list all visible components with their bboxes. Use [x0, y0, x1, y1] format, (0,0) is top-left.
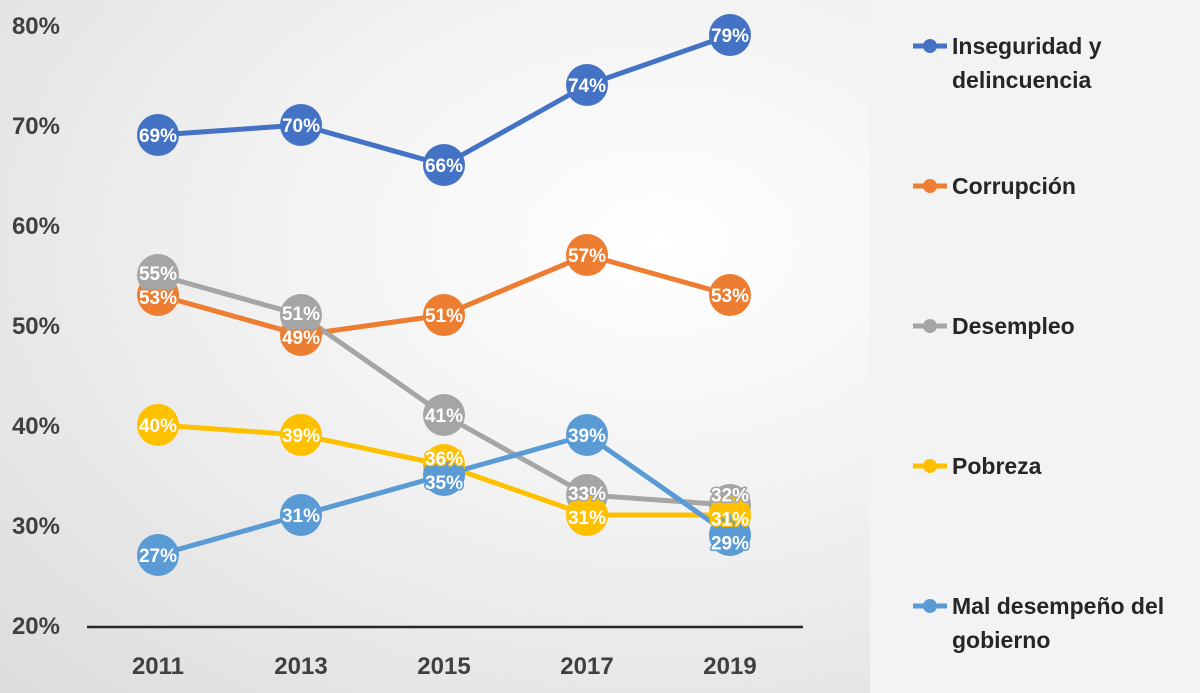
y-tick-label: 70% — [12, 113, 60, 140]
data-point-marker — [137, 114, 179, 156]
series-markers — [137, 14, 751, 576]
data-point-marker — [423, 144, 465, 186]
data-point-marker — [280, 294, 322, 336]
legend-label: Mal desempeño del — [952, 593, 1164, 619]
data-label: 31% — [711, 509, 749, 530]
legend-marker — [923, 179, 937, 193]
y-tick-label: 80% — [12, 13, 60, 40]
data-label: 33% — [568, 484, 606, 505]
data-label: 29% — [711, 533, 749, 554]
legend-item: Corrupción — [913, 173, 1076, 199]
data-label: 79% — [711, 26, 749, 47]
legend-label: Inseguridad y — [952, 33, 1102, 59]
data-label: 69% — [139, 126, 177, 147]
data-point-marker — [566, 234, 608, 276]
data-label: 74% — [568, 76, 606, 97]
data-label: 31% — [568, 508, 606, 529]
data-label: 51% — [425, 306, 463, 327]
data-point-marker — [709, 274, 751, 316]
data-point-marker — [566, 494, 608, 536]
y-axis: 20% 30% 40% 50% 60% 70% 80% — [12, 13, 60, 640]
legend-label: gobierno — [952, 627, 1050, 653]
data-label: 57% — [568, 246, 606, 267]
data-point-marker — [423, 294, 465, 336]
legend-item: Mal desempeño del gobierno — [913, 593, 1164, 653]
legend-marker — [923, 39, 937, 53]
legend-marker — [923, 459, 937, 473]
y-tick-label: 40% — [12, 413, 60, 440]
x-tick-label: 2013 — [274, 653, 327, 680]
data-label: 27% — [139, 546, 177, 567]
data-point-marker — [709, 14, 751, 56]
series-group: 69% 55% 53% 40% 27% 70% 51% 49% 39% 31% 66% 51% 41% 3… — [137, 14, 751, 576]
legend-item: Inseguridad y delincuencia — [913, 33, 1102, 93]
data-labels: 69% 55% 53% 40% 27% 70% 51% 49% 39% 31% 66% 51% 41% 3… — [137, 25, 750, 569]
y-tick-label: 60% — [12, 213, 60, 240]
y-tick-label: 20% — [12, 613, 60, 640]
data-point-marker — [566, 64, 608, 106]
data-label: 70% — [282, 116, 320, 137]
data-point-marker — [137, 254, 179, 296]
data-label: 39% — [282, 426, 320, 447]
y-tick-label: 30% — [12, 513, 60, 540]
data-point-marker — [709, 514, 751, 556]
legend-panel — [870, 0, 1200, 693]
legend-label: Desempleo — [952, 313, 1075, 339]
data-point-marker — [280, 414, 322, 456]
data-label: 49% — [282, 328, 320, 349]
data-point-marker — [137, 534, 179, 576]
data-label: 66% — [425, 156, 463, 177]
data-point-marker — [280, 104, 322, 146]
x-tick-label: 2019 — [703, 653, 756, 680]
data-label: 39% — [568, 426, 606, 447]
legend-marker — [923, 599, 937, 613]
data-label: 40% — [139, 416, 177, 437]
data-point-marker — [423, 394, 465, 436]
data-label: 53% — [711, 286, 749, 307]
y-tick-label: 50% — [12, 313, 60, 340]
data-label: 32% — [711, 485, 749, 506]
data-point-marker — [423, 454, 465, 496]
data-point-marker — [280, 494, 322, 536]
data-label: 53% — [139, 288, 177, 309]
data-label: 35% — [425, 473, 463, 494]
x-tick-label: 2015 — [417, 653, 470, 680]
data-point-marker — [566, 414, 608, 456]
data-label: 36% — [425, 449, 463, 470]
x-tick-label: 2011 — [132, 653, 184, 680]
legend: Inseguridad y delincuencia Corrupción Desem… — [913, 33, 1164, 653]
data-label: 55% — [139, 264, 177, 285]
legend-item: Desempleo — [913, 313, 1075, 339]
data-point-marker — [137, 404, 179, 446]
legend-marker — [923, 319, 937, 333]
x-axis: 2011 2013 2015 2017 2019 — [132, 653, 757, 680]
x-tick-label: 2017 — [560, 653, 613, 680]
data-label: 31% — [282, 506, 320, 527]
data-label: 41% — [425, 406, 463, 427]
data-label: 51% — [282, 304, 320, 325]
legend-label: Corrupción — [952, 173, 1076, 199]
legend-label: delincuencia — [952, 67, 1092, 93]
legend-label: Pobreza — [952, 453, 1042, 479]
legend-item: Pobreza — [913, 453, 1042, 479]
